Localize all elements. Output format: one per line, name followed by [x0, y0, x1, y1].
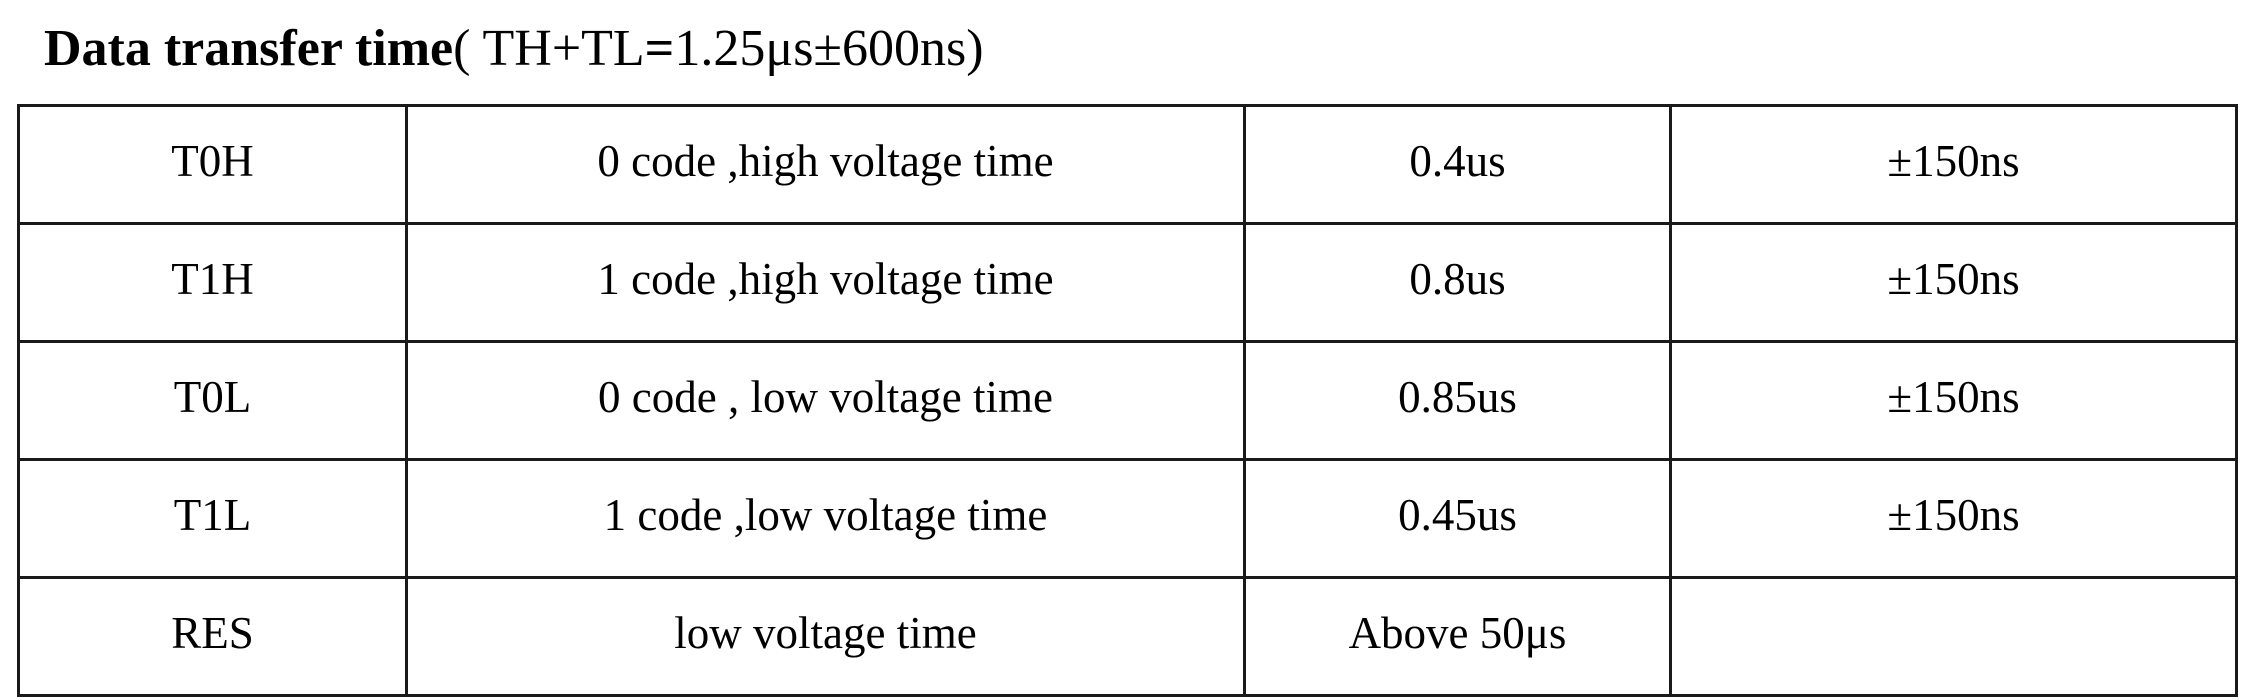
cell-value: 0.8us: [1243, 222, 1672, 343]
section-heading: Data transfer time( TH+TL=1.25μs±600ns): [44, 14, 984, 84]
cell-tolerance: [1669, 576, 2238, 697]
table-row: T1L 1 code ,low voltage time 0.45us ±150…: [17, 458, 2238, 579]
cell-value: Above 50μs: [1243, 576, 1672, 697]
cell-tolerance: ±150ns: [1669, 458, 2238, 579]
heading-title: Data transfer time: [44, 20, 454, 77]
cell-description: 1 code ,high voltage time: [405, 222, 1246, 343]
cell-tolerance: ±150ns: [1669, 104, 2238, 225]
cell-description: 0 code , low voltage time: [405, 340, 1246, 461]
cell-name: T1L: [17, 458, 408, 579]
cell-name: T1H: [17, 222, 408, 343]
cell-value: 0.4us: [1243, 104, 1672, 225]
cell-description: low voltage time: [405, 576, 1246, 697]
table-row: RES low voltage time Above 50μs: [17, 576, 2238, 697]
table-row: T0H 0 code ,high voltage time 0.4us ±150…: [17, 104, 2238, 225]
table-row: T1H 1 code ,high voltage time 0.8us ±150…: [17, 222, 2238, 343]
cell-tolerance: ±150ns: [1669, 340, 2238, 461]
cell-tolerance: ±150ns: [1669, 222, 2238, 343]
timing-table: T0H 0 code ,high voltage time 0.4us ±150…: [17, 104, 2238, 697]
heading-formula-value: 1.25μs±600ns): [674, 20, 984, 77]
cell-value: 0.85us: [1243, 340, 1672, 461]
heading-formula-equals: =: [644, 20, 675, 77]
cell-value: 0.45us: [1243, 458, 1672, 579]
cell-name: RES: [17, 576, 408, 697]
cell-description: 0 code ,high voltage time: [405, 104, 1246, 225]
cell-name: T0H: [17, 104, 408, 225]
cell-name: T0L: [17, 340, 408, 461]
heading-formula-open: ( TH+TL: [453, 20, 645, 77]
cell-description: 1 code ,low voltage time: [405, 458, 1246, 579]
table-row: T0L 0 code , low voltage time 0.85us ±15…: [17, 340, 2238, 461]
